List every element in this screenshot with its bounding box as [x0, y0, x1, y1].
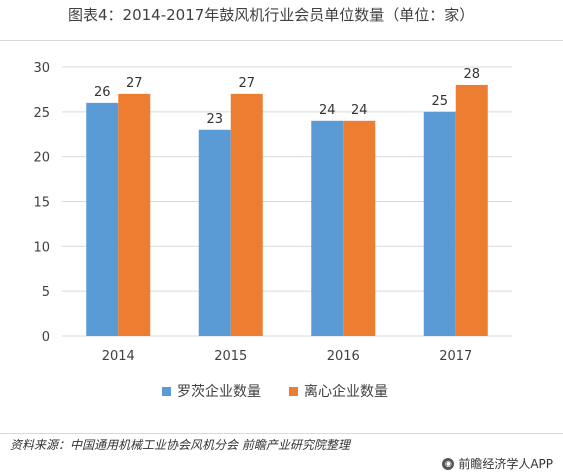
source-note: 资料来源：中国通用机械工业协会风机分会 前瞻产业研究院整理 [10, 438, 350, 452]
bar [311, 120, 344, 336]
data-label: 24 [351, 103, 368, 118]
bar [455, 84, 488, 336]
data-label: 24 [319, 103, 336, 118]
data-label: 27 [126, 76, 143, 91]
legend-swatch-series1 [162, 386, 171, 396]
data-label: 27 [238, 76, 255, 91]
bar [198, 129, 231, 336]
y-tick-label: 15 [33, 196, 50, 211]
x-tick-label: 2014 [102, 349, 135, 364]
data-labels: 26 27 23 27 24 24 25 28 [94, 67, 480, 127]
chart-title: 图表4：2014-2017年鼓风机行业会员单位数量（单位：家） [68, 6, 475, 24]
data-label: 28 [463, 67, 480, 82]
bar [230, 93, 263, 337]
data-label: 26 [94, 85, 111, 100]
bar [118, 93, 151, 337]
brand-text: 前瞻经济学人APP [458, 457, 553, 471]
y-tick-label: 25 [33, 106, 50, 121]
legend: 罗茨企业数量 离心企业数量 [162, 381, 388, 401]
x-tick-label: 2017 [439, 349, 472, 364]
x-tick-label: 2016 [327, 349, 360, 364]
legend-label-series2: 离心企业数量 [304, 384, 388, 400]
data-label: 25 [431, 94, 448, 109]
bar [86, 102, 119, 336]
bars [86, 84, 488, 337]
legend-item-series1: 罗茨企业数量 [162, 381, 261, 401]
y-tick-label: 10 [33, 240, 50, 255]
bar [423, 111, 456, 336]
x-tick-label: 2015 [214, 349, 247, 364]
legend-label-series1: 罗茨企业数量 [177, 384, 261, 400]
y-tick-label: 5 [42, 285, 50, 300]
brand: ◉ 前瞻经济学人APP [442, 455, 553, 472]
data-label: 23 [206, 112, 223, 127]
y-tick-label: 20 [33, 151, 50, 166]
bar [343, 120, 376, 336]
y-axis-ticks: 0 5 10 15 20 25 30 [33, 61, 50, 345]
y-tick-label: 0 [42, 330, 50, 345]
legend-item-series2: 离心企业数量 [289, 381, 388, 401]
y-tick-label: 30 [33, 61, 50, 76]
legend-swatch-series2 [289, 386, 298, 396]
brand-logo-icon: ◉ [442, 457, 455, 470]
chart-frame [0, 40, 563, 434]
x-axis-ticks: 2014 2015 2016 2017 [102, 349, 473, 364]
